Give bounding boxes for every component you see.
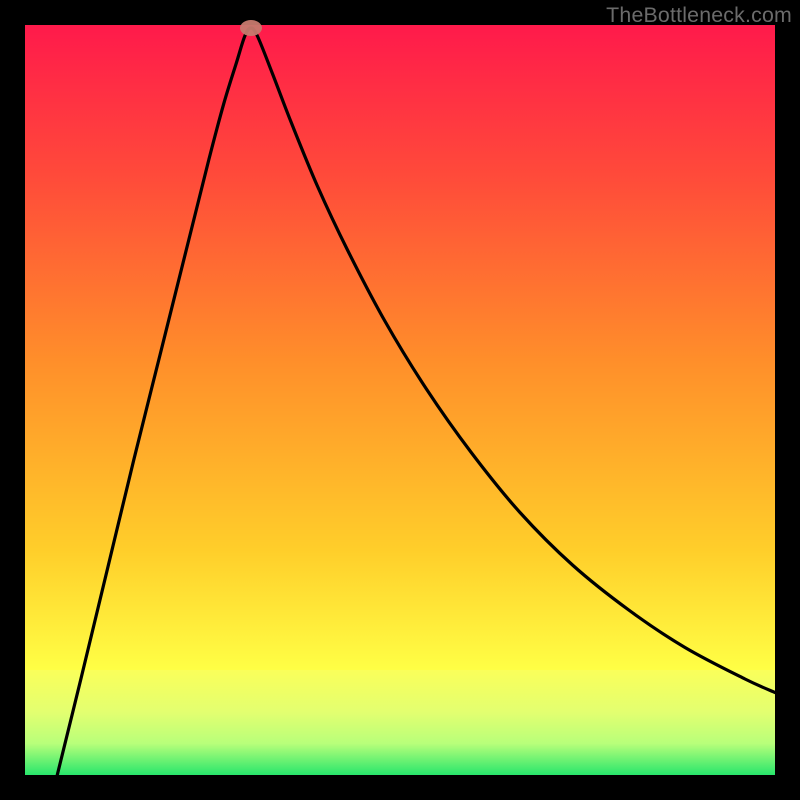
bottleneck-curve-path <box>57 28 775 775</box>
gradient-lower-band <box>25 670 775 775</box>
curve-minimum-marker <box>240 20 262 36</box>
watermark-text: TheBottleneck.com <box>606 3 792 28</box>
plot-area <box>25 25 775 775</box>
curve-layer <box>25 25 775 775</box>
chart-frame: TheBottleneck.com <box>0 0 800 800</box>
